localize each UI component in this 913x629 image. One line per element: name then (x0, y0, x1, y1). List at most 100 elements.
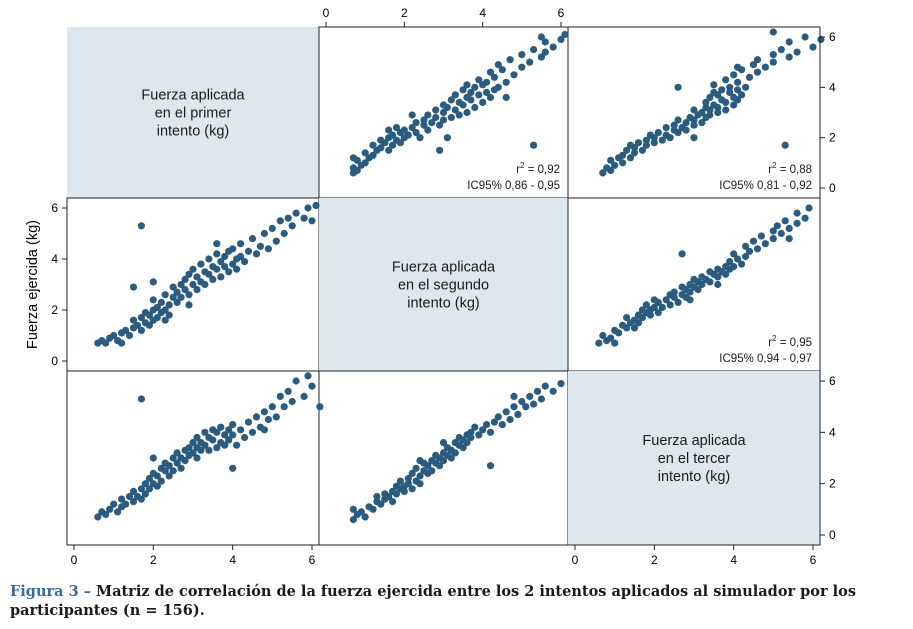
point-r3c2-65 (510, 403, 518, 411)
point-r2c3-12 (630, 316, 639, 324)
point-r3c1-27 (165, 472, 173, 480)
point-r3c2-75 (557, 380, 565, 388)
point-r1c3-5 (607, 156, 615, 164)
point-r3c2-28 (416, 480, 424, 488)
point-r2c1-72 (264, 245, 272, 253)
point-r2c3-53 (730, 263, 738, 271)
point-r1c3-11 (638, 146, 647, 154)
point-r1c2-31 (436, 121, 444, 129)
point-r1c2-76 (518, 51, 526, 59)
point-r2c1-66 (241, 258, 249, 266)
point-r2c1-48 (205, 255, 213, 263)
point-r1c2-78 (530, 46, 538, 54)
point-r3c1-29 (169, 454, 177, 462)
variable-label-1-line-3: intento (kg) (157, 124, 230, 140)
point-r1c3-54 (738, 91, 746, 99)
point-r2c3-28 (650, 296, 658, 304)
point-r1c2-86 (443, 134, 451, 142)
point-r3c2-69 (526, 392, 534, 400)
point-r2c1-13 (137, 326, 145, 334)
figure-caption: Figura 3 – Matriz de correlación de la f… (10, 582, 905, 620)
point-r3c1-64 (244, 418, 253, 426)
point-r2c1-74 (272, 237, 280, 245)
point-r1c2-79 (549, 43, 557, 51)
point-r2c1-82 (308, 217, 316, 225)
point-r1c2-51 (447, 96, 455, 104)
point-r3c2-0 (349, 516, 357, 524)
point-r2c3-64 (749, 237, 758, 245)
point-r3c1-51 (213, 444, 221, 452)
point-r3c1-61 (233, 441, 241, 449)
point-r2c3-75 (805, 204, 813, 212)
point-r3c1-46 (201, 441, 209, 449)
point-r3c1-81 (137, 395, 145, 403)
point-r3c1-8 (122, 500, 130, 508)
point-r3c1-39 (189, 439, 197, 447)
point-r2c1-87 (161, 316, 169, 324)
point-r2c3-73 (801, 214, 809, 222)
point-r1c2-67 (490, 73, 498, 81)
point-r3c1-25 (161, 467, 169, 475)
point-r1c2-17 (377, 136, 385, 144)
point-r3c2-78 (416, 457, 424, 465)
point-r2c1-75 (276, 217, 284, 225)
point-r3c2-54 (467, 433, 475, 442)
point-r1c2-69 (486, 68, 495, 76)
point-r2c1-64 (237, 240, 245, 248)
point-r1c3-65 (730, 71, 738, 79)
point-r1c3-32 (698, 119, 706, 127)
point-r2c3-3 (607, 334, 615, 342)
point-r1c2-54 (475, 91, 483, 99)
point-r3c2-6 (369, 505, 377, 513)
point-r2c1-88 (185, 301, 193, 309)
point-r3c1-54 (217, 423, 225, 431)
point-r2c3-58 (742, 252, 750, 261)
point-r1c2-30 (420, 121, 428, 129)
point-r2c1-25 (157, 298, 165, 306)
point-r1c3-77 (785, 38, 793, 46)
point-r2c3-56 (726, 258, 734, 266)
point-r3c2-77 (439, 439, 448, 447)
left-tick-label-1: 2 (51, 303, 58, 317)
r2-label-2: r2 = 0,88 (768, 161, 812, 176)
point-r3c2-55 (471, 423, 479, 431)
point-r1c3-30 (670, 121, 678, 129)
point-r2c3-70 (773, 222, 781, 230)
point-r3c1-48 (205, 446, 213, 454)
point-r3c1-0 (94, 513, 102, 521)
point-r2c1-42 (193, 286, 201, 294)
point-r3c1-4 (110, 500, 118, 508)
point-r3c2-21 (404, 474, 412, 483)
point-r3c1-2 (102, 510, 110, 519)
point-r1c2-36 (432, 113, 440, 122)
point-r1c2-77 (541, 48, 549, 56)
point-r1c2-87 (385, 126, 393, 134)
point-r2c1-32 (173, 298, 181, 306)
point-r1c3-48 (702, 98, 710, 106)
point-r2c1-21 (149, 296, 157, 304)
bottom-tick-label-col1-2: 4 (229, 553, 236, 567)
point-r1c2-83 (561, 30, 569, 39)
point-r1c2-57 (467, 88, 475, 96)
point-r2c1-52 (213, 250, 221, 258)
point-r2c1-22 (153, 314, 161, 322)
point-r2c3-79 (785, 235, 793, 243)
point-r3c2-20 (400, 487, 408, 495)
point-r1c3-82 (734, 63, 742, 71)
point-r3c1-21 (153, 482, 161, 490)
point-r2c1-6 (118, 339, 126, 347)
point-r1c2-25 (412, 129, 420, 137)
point-r1c2-26 (400, 126, 408, 134)
point-r2c1-18 (145, 311, 153, 319)
point-r2c3-63 (761, 240, 770, 248)
variable-label-2-line-2: en el segundo (398, 278, 489, 294)
point-r1c3-18 (642, 136, 651, 144)
point-r3c2-68 (522, 403, 530, 411)
top-tick-label-0: 0 (323, 6, 330, 20)
ci-label-2: IC95% 0,81 - 0,92 (719, 180, 812, 192)
point-r3c1-22 (153, 472, 161, 480)
point-r2c1-43 (193, 273, 201, 281)
point-r2c1-56 (221, 252, 229, 261)
point-r3c2-12 (385, 492, 393, 501)
point-r3c2-14 (389, 498, 397, 506)
